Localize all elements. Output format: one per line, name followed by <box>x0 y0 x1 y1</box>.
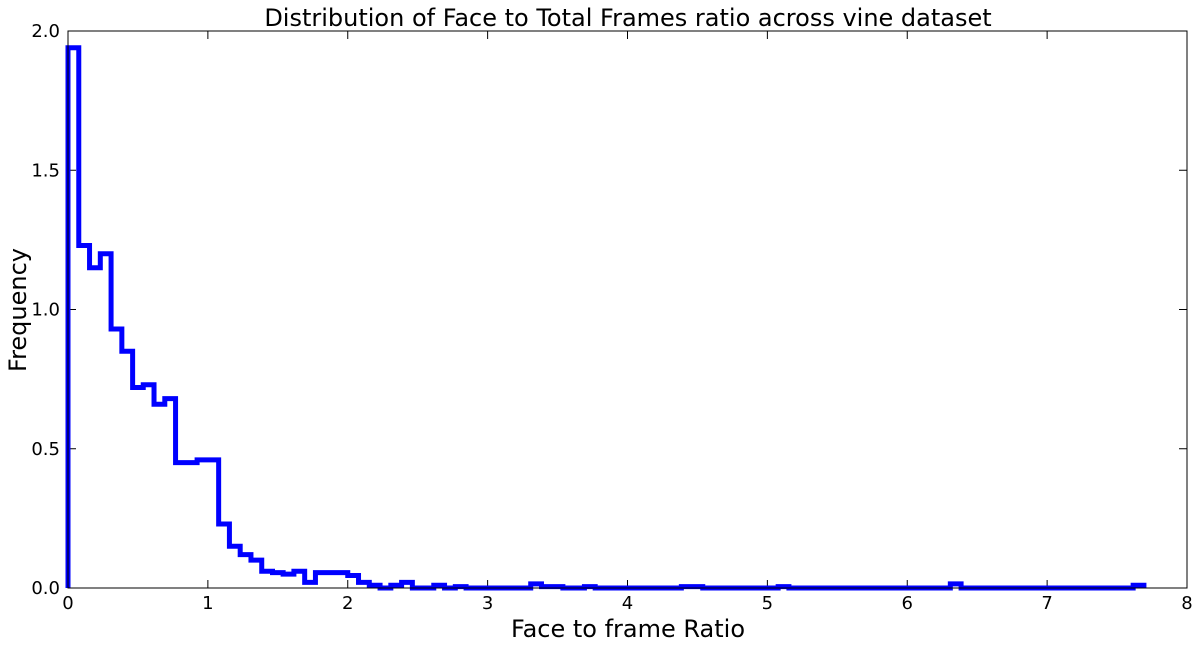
x-tick-label: 7 <box>1041 593 1052 614</box>
x-tick-label: 5 <box>762 593 773 614</box>
y-tick-label: 0.0 <box>31 578 60 599</box>
y-tick-label: 2.0 <box>31 21 60 42</box>
x-tick-label: 1 <box>202 593 213 614</box>
y-axis-label: Frequency <box>4 248 32 372</box>
x-axis-label: Face to frame Ratio <box>511 615 745 643</box>
x-tick-label: 2 <box>342 593 353 614</box>
y-tick-label: 1.5 <box>31 160 60 181</box>
x-tick-label: 3 <box>482 593 493 614</box>
chart-title: Distribution of Face to Total Frames rat… <box>264 4 991 32</box>
plot-frame <box>67 30 1188 589</box>
x-tick-label: 6 <box>902 593 913 614</box>
y-tick-label: 1.0 <box>31 300 60 321</box>
x-tick-label: 0 <box>62 593 73 614</box>
y-tick-label: 0.5 <box>31 439 60 460</box>
x-tick-label: 4 <box>622 593 633 614</box>
tick-labels: 0 1 2 3 4 5 6 7 8 0.0 0.5 1.0 1.5 2.0 <box>31 21 1192 614</box>
x-tick-label: 8 <box>1181 593 1192 614</box>
